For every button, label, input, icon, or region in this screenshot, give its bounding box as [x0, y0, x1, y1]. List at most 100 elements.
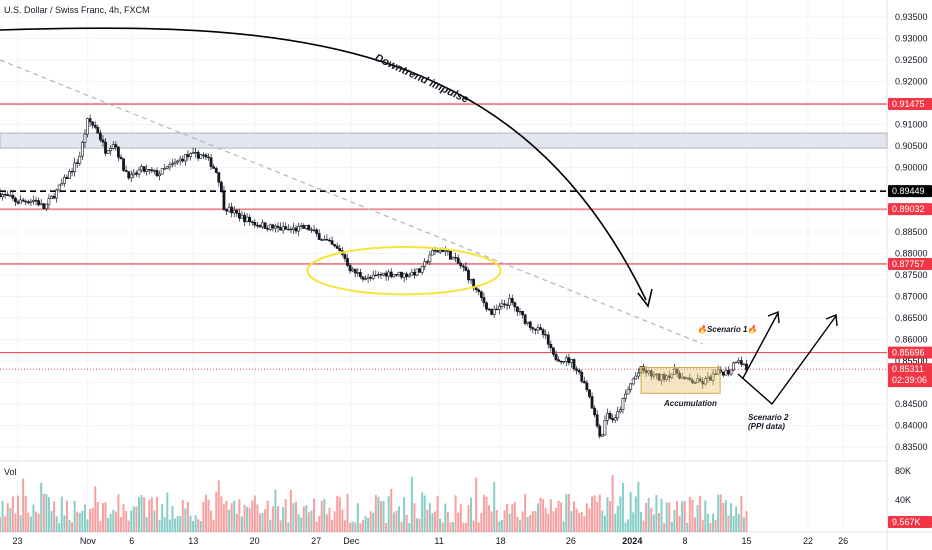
volume-bar	[392, 512, 395, 532]
volume-bar	[99, 521, 102, 532]
volume-bar	[470, 497, 473, 532]
candle-body	[266, 228, 270, 230]
candle-body	[667, 375, 671, 379]
candle-body	[688, 377, 692, 381]
candle-body	[618, 409, 622, 413]
candle-body	[443, 250, 447, 252]
time-tick-label[interactable]: Nov	[80, 536, 97, 546]
volume-bar	[230, 503, 233, 532]
volume-bar	[480, 512, 483, 532]
volume-bar	[611, 475, 614, 532]
candle-body	[348, 265, 352, 272]
volume-bar	[37, 513, 40, 532]
volume-bar	[642, 520, 645, 532]
candle-body	[315, 229, 319, 234]
time-tick-label[interactable]: 8	[683, 536, 688, 546]
price-tick-label: 0.86500	[895, 313, 928, 323]
time-tick-label[interactable]: 22	[803, 536, 813, 546]
volume-bar	[369, 511, 372, 532]
volume-bar	[382, 500, 385, 532]
volume-bar	[681, 501, 684, 532]
scenario-1-arrow-head[interactable]	[767, 311, 780, 324]
candle-body	[696, 378, 699, 384]
time-tick-label[interactable]: 15	[741, 536, 751, 546]
candle-body	[500, 303, 504, 307]
candle-body	[14, 197, 17, 203]
candle-body	[86, 118, 89, 135]
volume-bar	[521, 511, 524, 532]
candle-body	[376, 274, 380, 276]
volume-bar	[683, 501, 686, 532]
time-tick-label[interactable]: 13	[188, 536, 198, 546]
candle-body	[539, 327, 542, 330]
candle-body	[240, 214, 244, 219]
volume-bar	[331, 519, 334, 532]
volume-bar	[444, 503, 447, 532]
trendline[interactable]	[0, 59, 703, 345]
candle-body	[485, 302, 488, 310]
candle-body	[178, 158, 182, 162]
volume-bar	[217, 480, 220, 532]
volume-bar	[555, 507, 558, 532]
time-tick-label[interactable]: 26	[838, 536, 848, 546]
volume-bar	[706, 513, 709, 532]
volume-bar	[163, 517, 166, 532]
scenario-1-arrow[interactable]	[742, 312, 779, 379]
impulse-arrow-curve[interactable]	[0, 27, 647, 301]
candle-body	[42, 203, 46, 210]
volume-bar	[616, 505, 619, 532]
candle-body	[739, 360, 743, 365]
impulse-arrow-head[interactable]	[637, 288, 653, 308]
time-tick-label[interactable]: Dec	[343, 536, 360, 546]
volume-bar	[737, 513, 740, 532]
time-axis[interactable]: 23 Nov 6 13 20 27 Dec 11 18 26 2024 8 15 22 26	[13, 536, 849, 546]
volume-bar	[629, 491, 632, 532]
scenario-2-arrow[interactable]	[737, 315, 837, 406]
time-tick-label[interactable]: 11	[434, 536, 443, 546]
volume-bar	[47, 497, 50, 532]
accumulation-box[interactable]	[640, 367, 721, 394]
descending-trendline[interactable]	[0, 59, 703, 345]
candle-body	[451, 257, 455, 260]
volume-bar	[552, 511, 555, 532]
time-tick-label[interactable]: 27	[311, 536, 321, 546]
scenario-2-arrow-head[interactable]	[825, 314, 838, 327]
candle-body	[274, 225, 277, 229]
volume-bar	[650, 508, 653, 532]
price-axis[interactable]: 0.935000.930000.925000.920000.915000.910…	[888, 12, 932, 528]
drawings[interactable]	[0, 27, 838, 406]
volume-bar	[156, 496, 159, 532]
time-tick-label[interactable]: 23	[13, 536, 23, 546]
time-tick-label[interactable]: 20	[250, 536, 260, 546]
time-tick-label[interactable]: 6	[129, 536, 134, 546]
volume-bar	[287, 522, 290, 532]
volume-bar	[529, 514, 532, 532]
candle-body	[189, 153, 192, 158]
candle-body	[304, 225, 308, 229]
candle-body	[714, 373, 717, 375]
volume-bar	[694, 517, 697, 532]
candle-body	[518, 310, 522, 313]
volume-bar	[416, 518, 419, 532]
highlight-ellipse[interactable]	[306, 246, 502, 296]
level-price-tag	[888, 98, 932, 111]
candle-body	[26, 201, 30, 204]
candle-body	[165, 166, 169, 169]
time-tick-label[interactable]: 2024	[622, 536, 642, 546]
volume-bar	[238, 499, 241, 532]
time-tick-label[interactable]: 18	[496, 536, 506, 546]
candle-body	[101, 139, 105, 143]
candle-body	[407, 274, 411, 278]
volume-bar	[277, 506, 280, 532]
candle-body	[204, 154, 208, 158]
volume-bar	[413, 503, 416, 532]
candle-body	[6, 194, 10, 196]
volume-bar	[222, 504, 225, 532]
time-tick-label[interactable]: 26	[566, 536, 576, 546]
horizontal-levels[interactable]	[0, 103, 887, 370]
volume-bar	[657, 512, 660, 532]
volume-bar	[678, 515, 681, 532]
candle-body	[91, 121, 95, 126]
candle-body	[675, 368, 679, 374]
